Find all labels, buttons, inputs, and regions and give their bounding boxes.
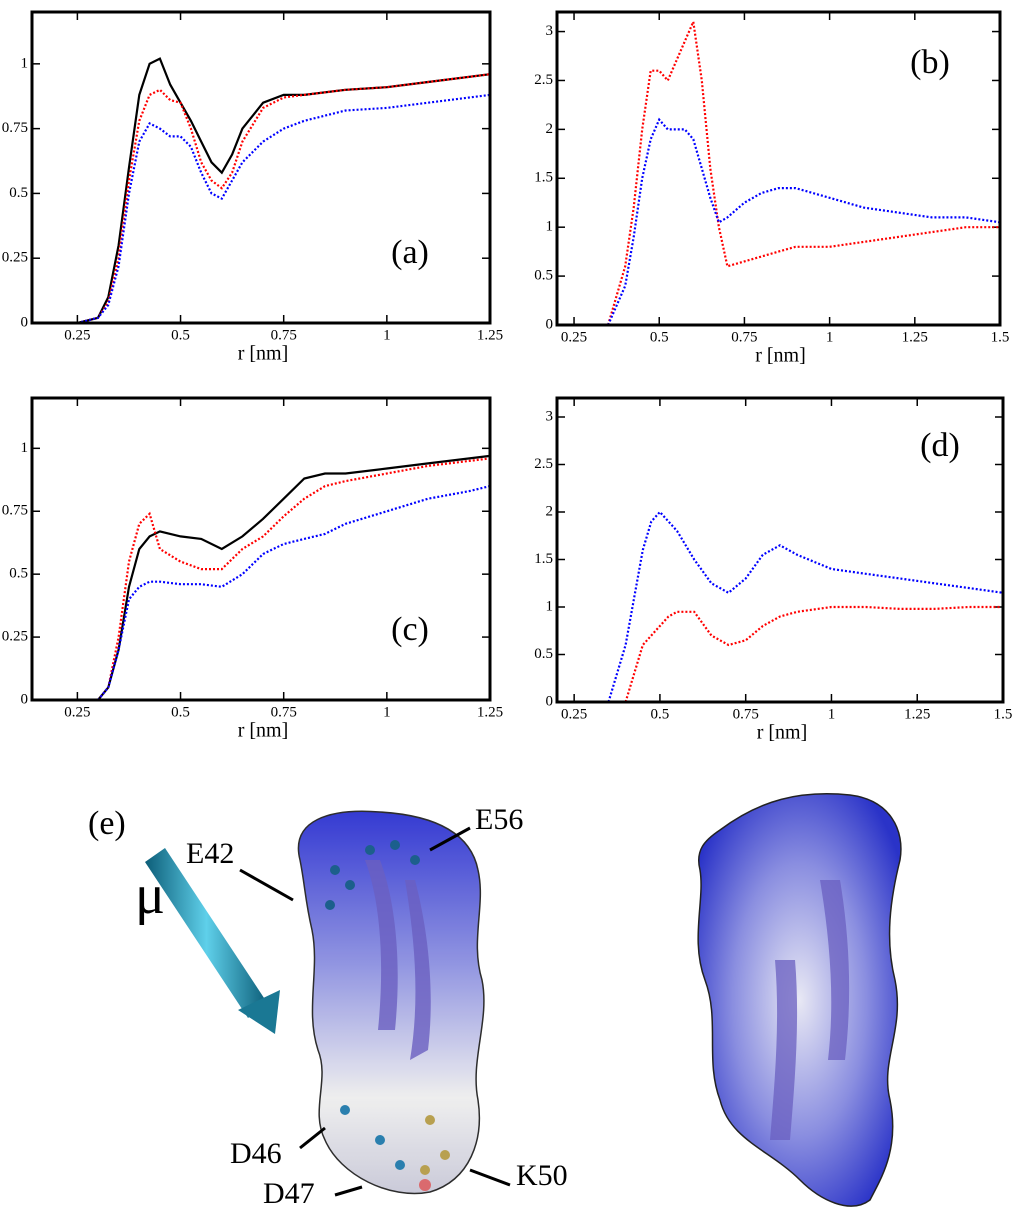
y-tick-label: 1.5: [534, 551, 553, 567]
y-tick-label: 0.5: [9, 566, 28, 582]
dipole-arrow: [145, 848, 280, 1034]
series-line: [77, 93, 491, 325]
y-tick-label: 3: [546, 408, 554, 424]
x-tick-label: 0.5: [651, 706, 670, 722]
x-tick-label: 1.25: [477, 704, 503, 720]
leader-lines: [239, 826, 511, 1197]
y-tick-label: 1: [546, 219, 554, 235]
plot-frame: [555, 396, 1005, 704]
x-tick-label: 0.25: [64, 327, 90, 343]
panel-label: (a): [391, 234, 429, 271]
x-axis-label: r [nm]: [238, 343, 289, 365]
series-line: [77, 57, 491, 325]
x-tick-label: 0.25: [561, 329, 587, 345]
series-line: [607, 17, 1000, 326]
series-line: [607, 510, 1004, 703]
dipole-label: μ: [135, 864, 165, 926]
x-axis-label: r [nm]: [238, 720, 289, 742]
x-tick-label: 0.75: [271, 327, 297, 343]
y-tick-label: 0.5: [534, 646, 553, 662]
y-tick-label: 2: [546, 503, 554, 519]
x-tick-label: 0.25: [64, 704, 90, 720]
x-tick-label: 1.5: [994, 706, 1013, 722]
x-axis-label: r [nm]: [755, 345, 806, 367]
residue-label: E42: [186, 837, 234, 870]
x-tick-label: 0.75: [733, 706, 759, 722]
series-line: [97, 485, 491, 701]
x-tick-label: 1.25: [904, 706, 930, 722]
x-tick-label: 1: [383, 704, 391, 720]
x-tick-label: 0.5: [171, 704, 190, 720]
y-tick-label: 2.5: [534, 456, 553, 472]
y-tick-label: 0.75: [2, 120, 28, 136]
x-tick-label: 0.5: [171, 327, 190, 343]
panel-label: (c): [391, 611, 429, 648]
x-tick-label: 1: [828, 706, 836, 722]
y-tick-label: 1: [546, 598, 554, 614]
y-tick-label: 1.5: [534, 170, 553, 186]
series-line: [77, 73, 491, 325]
panel-label: (d): [920, 427, 960, 464]
y-tick-label: 2.5: [534, 72, 553, 88]
residue-label: D46: [230, 1137, 282, 1170]
x-tick-label: 0.75: [731, 329, 757, 345]
molecule-right: [697, 793, 902, 1207]
y-tick-label: 0: [21, 314, 29, 330]
residue-label: K50: [516, 1159, 568, 1192]
y-tick-label: 0.5: [9, 185, 28, 201]
y-tick-label: 0.25: [2, 629, 28, 645]
y-tick-label: 2: [546, 121, 554, 137]
y-tick-label: 0.25: [2, 250, 28, 266]
x-tick-label: 1.5: [991, 329, 1010, 345]
residue-label: D47: [263, 1177, 315, 1210]
plot-frame: [555, 10, 1002, 327]
x-tick-label: 0.75: [271, 704, 297, 720]
series-line: [607, 117, 1001, 326]
panel-label: (b): [910, 44, 950, 81]
series-line: [97, 457, 491, 701]
x-tick-label: 1: [383, 327, 391, 343]
y-tick-label: 0: [546, 316, 554, 332]
x-tick-label: 0.5: [650, 329, 669, 345]
x-tick-label: 1: [826, 329, 834, 345]
y-tick-label: 0.75: [2, 503, 28, 519]
y-tick-label: 3: [546, 23, 554, 39]
x-tick-label: 0.25: [561, 706, 587, 722]
y-tick-label: 0: [21, 691, 29, 707]
residue-label: E56: [475, 803, 523, 836]
x-tick-label: 1.25: [902, 329, 928, 345]
panel-label: (e): [88, 805, 126, 842]
plot-frame: [30, 396, 492, 702]
plot-frame: [30, 10, 492, 325]
y-tick-label: 1: [21, 55, 29, 71]
molecule-left: [297, 810, 485, 1195]
y-tick-label: 0.5: [534, 268, 553, 284]
series-line: [97, 454, 491, 701]
x-axis-label: r [nm]: [757, 722, 808, 744]
x-tick-label: 1.25: [477, 327, 503, 343]
y-tick-label: 1: [21, 440, 29, 456]
series-line: [624, 605, 1003, 703]
y-tick-label: 0: [546, 693, 554, 709]
